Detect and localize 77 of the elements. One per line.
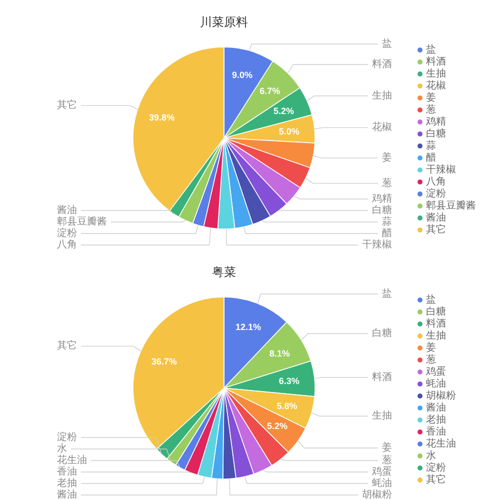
slice-label: 蚝油 — [372, 477, 392, 489]
legend-label: 其它 — [426, 474, 446, 486]
legend-label: 花椒 — [426, 80, 446, 92]
slice-label: 鸡精 — [371, 192, 392, 204]
legend-label: 蒜 — [426, 140, 436, 152]
slice-label: 盐 — [382, 38, 392, 50]
legend-label: 香油 — [426, 426, 446, 438]
legend-label: 白糖 — [426, 306, 446, 318]
legend-label: 盐 — [426, 44, 436, 56]
legend-label: 白糖 — [426, 128, 446, 140]
legend-label: 姜 — [426, 92, 436, 104]
legend-label: 八角 — [426, 176, 446, 188]
slice-label: 八角 — [57, 238, 77, 250]
slice-label: 酱油 — [57, 204, 77, 216]
slice-label: 姜 — [382, 442, 392, 454]
slice-label: 其它 — [57, 340, 77, 352]
slice-label: 葱 — [382, 454, 392, 466]
data-label: 5.2% — [266, 421, 288, 432]
data-label: 5.0% — [278, 126, 300, 136]
legend-label: 生抽 — [426, 330, 446, 342]
data-label: 36.7% — [151, 356, 177, 366]
slice-label: 姜 — [382, 151, 392, 164]
slice-label: 水 — [57, 442, 67, 454]
legend-label: 生抽 — [426, 68, 446, 80]
legend-label: 胡椒粉 — [426, 390, 456, 402]
slice-label: 白糖 — [372, 327, 392, 340]
data-label: 6.3% — [278, 376, 300, 386]
legend-label: 葱 — [426, 104, 436, 116]
legend-label: 郫县豆瓣酱 — [426, 200, 476, 212]
slice-label: 蒜 — [382, 216, 392, 228]
legend-label: 干辣椒 — [426, 164, 456, 176]
slice-label: 花椒 — [372, 121, 392, 134]
slice-label: 葱 — [382, 176, 392, 189]
slice-label: 淀粉 — [57, 431, 77, 443]
slice-label: 醋 — [382, 227, 392, 239]
legend-label: 料酒 — [426, 56, 446, 68]
data-label: 8.1% — [269, 348, 290, 358]
legend-label: 酱油 — [426, 402, 446, 414]
legend-label: 淀粉 — [426, 462, 446, 474]
slice-label: 酱油 — [57, 488, 77, 500]
slice-label: 香油 — [57, 466, 77, 478]
slice-label: 料酒 — [372, 370, 392, 383]
legend-label: 酱油 — [426, 212, 446, 224]
data-label: 9.0% — [232, 70, 253, 80]
legend-label: 花生油 — [426, 438, 456, 450]
data-label: 39.8% — [149, 112, 175, 122]
data-label: 12.1% — [236, 322, 262, 332]
slice-label: 盐 — [382, 288, 392, 300]
slice-label: 胡椒粉 — [362, 488, 392, 500]
legend-label: 葱 — [426, 354, 436, 366]
slice-label: 生抽 — [372, 89, 392, 102]
legend-label: 鸡蛋 — [425, 366, 446, 378]
slice-label: 郫县豆瓣酱 — [57, 216, 107, 228]
chart-title: 粤菜 — [212, 265, 236, 279]
legend-label: 其它 — [426, 224, 446, 236]
legend-label: 淀粉 — [426, 188, 446, 200]
legend-label: 水 — [426, 450, 436, 462]
legend-label: 蚝油 — [426, 378, 446, 390]
legend-label: 姜 — [426, 342, 436, 354]
legend-label: 盐 — [426, 294, 436, 306]
slice-label: 料酒 — [372, 58, 392, 70]
slice-label: 生抽 — [372, 410, 392, 422]
slice-label: 花生油 — [57, 454, 87, 466]
slice-label: 鸡蛋 — [371, 466, 392, 478]
slice-label: 其它 — [57, 99, 77, 112]
data-label: 6.7% — [260, 86, 280, 96]
slice-label: 干辣椒 — [362, 238, 392, 250]
data-label: 5.2% — [274, 106, 294, 116]
chart-title: 川菜原料 — [200, 15, 248, 29]
slice-label: 白糖 — [372, 204, 392, 216]
legend-label: 老抽 — [426, 414, 446, 426]
data-label: 5.8% — [276, 400, 298, 411]
legend-label: 料酒 — [426, 318, 446, 330]
legend-label: 鸡精 — [425, 116, 446, 128]
slice-label: 淀粉 — [57, 227, 77, 239]
slice-label: 老抽 — [57, 477, 77, 489]
legend-label: 醋 — [426, 152, 436, 164]
